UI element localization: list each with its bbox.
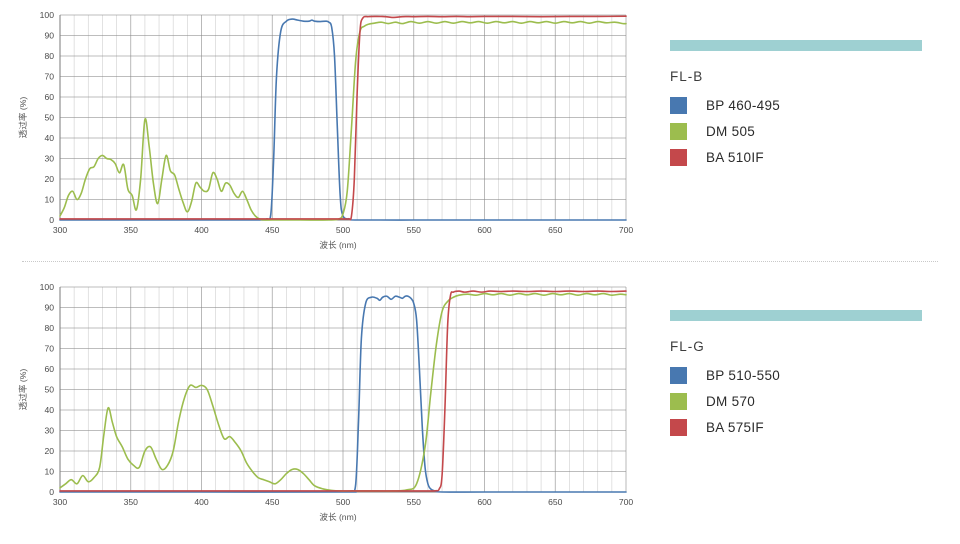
svg-text:90: 90 [44, 31, 54, 41]
svg-text:350: 350 [124, 497, 139, 507]
svg-text:80: 80 [44, 51, 54, 61]
svg-text:0: 0 [49, 487, 54, 497]
svg-text:60: 60 [44, 92, 54, 102]
legend-swatch-icon [670, 149, 687, 166]
svg-text:300: 300 [53, 497, 68, 507]
svg-text:50: 50 [44, 385, 54, 395]
svg-text:40: 40 [44, 133, 54, 143]
svg-text:70: 70 [44, 72, 54, 82]
legend-item[interactable]: BP 510-550 [670, 367, 960, 384]
legend-item-label: BA 575IF [706, 420, 764, 435]
chart-svg-fl-g: 300 350 400 450 500 550 600 650 700 0 10 20 30 40 50 60… [17, 282, 634, 522]
legend-accent-bar [670, 40, 922, 51]
svg-text:500: 500 [336, 497, 351, 507]
legend-swatch-icon [670, 419, 687, 436]
svg-text:透过率 (%): 透过率 (%) [17, 369, 28, 411]
svg-text:650: 650 [548, 497, 563, 507]
svg-text:30: 30 [44, 154, 54, 164]
chart-block-fl-b: 300 350 400 450 500 550 600 650 700 0 10 20 30 40 50 60… [0, 0, 660, 258]
legend-item-label: DM 505 [706, 124, 756, 139]
svg-text:300: 300 [53, 225, 68, 235]
legend-title: FL-G [670, 339, 705, 354]
svg-text:350: 350 [124, 225, 139, 235]
svg-text:500: 500 [336, 225, 351, 235]
svg-text:40: 40 [44, 405, 54, 415]
svg-text:30: 30 [44, 426, 54, 436]
chart-block-fl-g: 300 350 400 450 500 550 600 650 700 0 10 20 30 40 50 60… [0, 272, 660, 530]
legend-accent-bar [670, 310, 922, 321]
svg-text:20: 20 [44, 446, 54, 456]
legend-item-label: DM 570 [706, 394, 756, 409]
svg-text:10: 10 [44, 467, 54, 477]
legend-item[interactable]: DM 505 [670, 123, 960, 140]
svg-text:50: 50 [44, 113, 54, 123]
chart-svg-fl-b: 300 350 400 450 500 550 600 650 700 0 10 20 30 40 50 60… [17, 10, 634, 250]
legend-item-label: BA 510IF [706, 150, 764, 165]
svg-text:450: 450 [265, 497, 280, 507]
svg-text:90: 90 [44, 303, 54, 313]
svg-text:80: 80 [44, 323, 54, 333]
svg-text:650: 650 [548, 225, 563, 235]
svg-text:550: 550 [407, 497, 422, 507]
legend-item[interactable]: BA 510IF [670, 149, 960, 166]
svg-text:10: 10 [44, 195, 54, 205]
legend-item-label: BP 460-495 [706, 98, 781, 113]
svg-text:60: 60 [44, 364, 54, 374]
legend-item[interactable]: BA 575IF [670, 419, 960, 436]
legend-item-label: BP 510-550 [706, 368, 781, 383]
svg-text:透过率 (%): 透过率 (%) [17, 97, 28, 139]
svg-text:波长 (nm): 波长 (nm) [319, 239, 356, 250]
svg-text:450: 450 [265, 225, 280, 235]
legend-items: BP 460-495 DM 505 BA 510IF [670, 97, 960, 166]
section-divider [22, 261, 938, 262]
svg-text:600: 600 [477, 225, 492, 235]
svg-text:0: 0 [49, 215, 54, 225]
legend-swatch-icon [670, 97, 687, 114]
svg-text:20: 20 [44, 174, 54, 184]
svg-text:波长 (nm): 波长 (nm) [319, 511, 356, 522]
legend-swatch-icon [670, 393, 687, 410]
svg-text:600: 600 [477, 497, 492, 507]
legend-panel-fl-b: FL-B BP 460-495 DM 505 BA 510IF [670, 40, 960, 166]
svg-text:100: 100 [40, 282, 55, 292]
legend-item[interactable]: BP 460-495 [670, 97, 960, 114]
svg-text:400: 400 [194, 225, 209, 235]
legend-swatch-icon [670, 367, 687, 384]
svg-text:700: 700 [619, 497, 634, 507]
svg-text:70: 70 [44, 344, 54, 354]
svg-text:400: 400 [194, 497, 209, 507]
svg-text:550: 550 [407, 225, 422, 235]
legend-swatch-icon [670, 123, 687, 140]
svg-text:700: 700 [619, 225, 634, 235]
legend-title: FL-B [670, 69, 704, 84]
legend-item[interactable]: DM 570 [670, 393, 960, 410]
svg-text:100: 100 [40, 10, 55, 20]
legend-panel-fl-g: FL-G BP 510-550 DM 570 BA 575IF [670, 310, 960, 436]
legend-items: BP 510-550 DM 570 BA 575IF [670, 367, 960, 436]
